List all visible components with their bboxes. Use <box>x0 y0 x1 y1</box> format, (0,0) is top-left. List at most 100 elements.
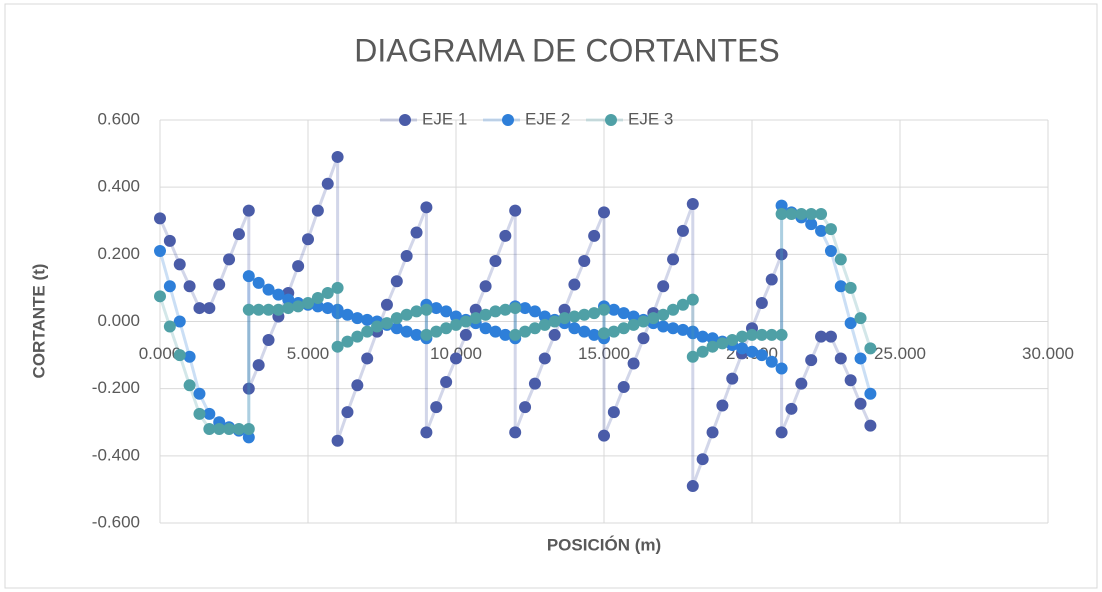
x-tick-label: 30.000 <box>1022 344 1074 363</box>
point <box>311 291 324 304</box>
point <box>834 280 847 293</box>
point <box>292 260 305 273</box>
point <box>548 315 561 328</box>
point <box>361 325 374 338</box>
point <box>519 302 532 315</box>
point <box>331 340 344 353</box>
point <box>578 308 591 321</box>
point <box>746 345 758 358</box>
point <box>686 480 699 493</box>
point <box>499 229 512 242</box>
point <box>351 379 364 392</box>
chart-title: DIAGRAMA DE CORTANTES <box>354 32 780 68</box>
point <box>775 208 788 221</box>
point <box>469 303 482 316</box>
point <box>272 303 285 316</box>
point <box>410 305 423 318</box>
point <box>282 302 295 315</box>
point <box>390 322 403 335</box>
point <box>242 303 255 316</box>
point <box>676 224 689 237</box>
point <box>499 328 512 341</box>
point <box>459 315 472 328</box>
point <box>371 320 384 333</box>
point <box>361 352 374 365</box>
point <box>657 320 670 333</box>
point <box>864 419 877 432</box>
point <box>173 258 186 271</box>
point <box>706 332 719 345</box>
point <box>331 307 344 320</box>
point <box>627 357 640 370</box>
point <box>588 328 601 341</box>
point <box>598 429 610 442</box>
point <box>696 345 709 358</box>
point <box>607 325 620 338</box>
point <box>252 303 265 316</box>
point <box>617 380 630 393</box>
point <box>716 399 729 412</box>
point <box>450 310 462 323</box>
point <box>598 303 610 316</box>
point <box>489 305 502 318</box>
point <box>311 300 324 313</box>
point <box>430 325 443 338</box>
point <box>450 352 462 365</box>
x-tick-label: 5.000 <box>287 344 330 363</box>
point <box>805 354 818 367</box>
point <box>578 325 591 338</box>
point <box>400 250 413 263</box>
point <box>430 302 443 315</box>
point <box>282 293 295 306</box>
point <box>252 276 265 289</box>
point <box>617 322 630 335</box>
legend-label: EJE 1 <box>422 109 467 128</box>
point <box>193 407 206 420</box>
point <box>548 328 561 341</box>
point <box>499 303 512 316</box>
point <box>538 352 551 365</box>
point <box>696 453 709 466</box>
point <box>726 333 739 346</box>
point <box>676 298 689 311</box>
point <box>203 302 216 315</box>
point <box>173 349 186 362</box>
point <box>805 208 818 221</box>
point <box>528 377 541 390</box>
legend-marker <box>605 114 617 126</box>
point <box>519 401 532 414</box>
point <box>686 197 699 210</box>
point <box>538 310 551 323</box>
point <box>736 330 749 343</box>
point <box>351 312 364 325</box>
point <box>647 312 660 325</box>
point <box>755 328 768 341</box>
point <box>509 204 522 217</box>
point <box>292 300 305 313</box>
point <box>479 322 492 335</box>
point <box>420 201 433 214</box>
legend-label: EJE 2 <box>525 109 570 128</box>
point <box>696 330 709 343</box>
point <box>755 297 768 310</box>
point <box>775 328 788 341</box>
point <box>775 426 788 439</box>
point <box>193 387 206 400</box>
point <box>805 218 818 231</box>
point <box>321 302 334 315</box>
point <box>311 204 324 217</box>
point <box>262 333 275 346</box>
point <box>815 224 828 237</box>
point <box>785 208 798 221</box>
point <box>321 286 334 299</box>
point <box>578 255 591 268</box>
point <box>183 280 196 293</box>
point <box>588 229 601 242</box>
point <box>390 275 403 288</box>
point <box>568 310 581 323</box>
point <box>400 308 413 321</box>
point <box>163 320 176 333</box>
point <box>558 312 571 325</box>
legend-marker <box>399 114 411 126</box>
y-axis-title: CORTANTE (t) <box>29 264 48 379</box>
